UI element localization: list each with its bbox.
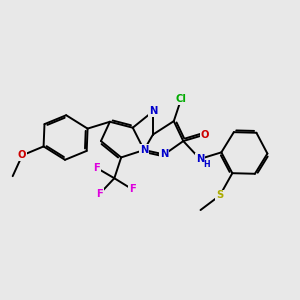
- Text: N: N: [196, 154, 204, 164]
- Text: O: O: [201, 130, 209, 140]
- Text: O: O: [18, 150, 26, 160]
- Text: F: F: [96, 189, 103, 199]
- Text: N: N: [140, 145, 148, 155]
- Text: S: S: [216, 190, 224, 200]
- Text: N: N: [160, 149, 169, 160]
- Text: Cl: Cl: [176, 94, 187, 104]
- Text: H: H: [203, 160, 210, 169]
- Text: N: N: [149, 106, 157, 116]
- Text: F: F: [93, 163, 100, 173]
- Text: F: F: [129, 184, 136, 194]
